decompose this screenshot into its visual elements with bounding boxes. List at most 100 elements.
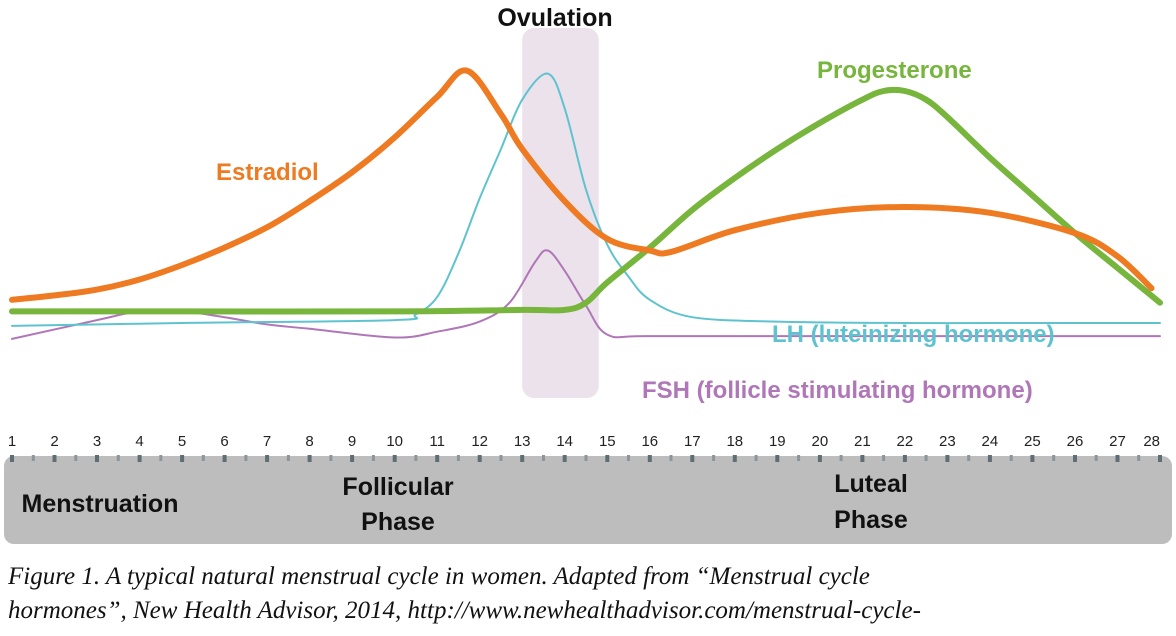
tick-dash [562,455,567,462]
x-tick-label: 22 [897,433,914,450]
tick-dash-minor [584,455,588,461]
tick-dash [10,455,14,462]
x-tick-label: 1 [8,433,16,450]
tick-dash [860,455,865,462]
x-tick-label: 20 [812,433,829,450]
x-tick-label: 23 [939,433,956,450]
x-tick-label: 17 [684,433,701,450]
series-label-estradiol: Estradiol [216,159,319,186]
series-label-progesterone: Progesterone [817,57,972,84]
phase-luteal-label-2: Phase [834,506,908,534]
x-tick-label: 26 [1067,433,1084,450]
tick-dash [605,455,610,462]
tick-dash-minor [201,455,205,461]
x-tick-label: 12 [471,433,488,450]
x-tick-label: 18 [726,433,743,450]
x-tick-label: 28 [1143,433,1160,450]
x-tick-label: 16 [641,433,658,450]
tick-dash-minor [754,455,758,461]
tick-dash [477,455,482,462]
series-layer [9,67,1163,340]
x-tick-label: 15 [599,433,616,450]
tick-dash [817,455,822,462]
x-tick-label: 7 [263,433,271,450]
tick-dash [1115,455,1120,462]
tick-dash-minor [116,455,120,461]
x-tick-label: 8 [305,433,313,450]
x-tick-label: 6 [220,433,228,450]
x-tick-label: 10 [386,433,403,450]
tick-dash [435,455,440,462]
phase-menstruation-label: Menstruation [22,490,179,518]
tick-dash-minor [839,455,843,461]
x-tick-label: 13 [514,433,531,450]
series-line-progesterone [9,86,1163,315]
tick-dash [732,455,737,462]
tick-dash-minor [669,455,673,461]
tick-dash-minor [542,455,545,461]
x-tick-label: 25 [1024,433,1041,450]
series-label-fsh: FSH (follicle stimulating hormone) [642,377,1033,404]
phase-follicular-label-2: Phase [361,508,435,536]
tick-dash [987,455,992,462]
tick-dash [690,455,695,462]
tick-dash-minor [159,455,163,461]
tick-dash-minor [31,455,35,461]
phase-bar [4,456,1172,544]
tick-dash [1073,455,1077,462]
x-tick-label: 11 [429,433,445,450]
ovulation-label: Ovulation [497,4,612,32]
tick-dash [1030,455,1035,462]
tick-dash-minor [1052,455,1056,461]
phase-bar-dashes [10,455,1162,462]
tick-dash-minor [924,455,928,461]
tick-dash [95,455,99,462]
tick-dash-minor [1137,455,1141,461]
tick-dash [520,455,525,462]
tick-dash-minor [286,455,290,461]
tick-dash [775,455,780,462]
series-line-lh [11,72,1161,327]
tick-dash [350,455,355,462]
tick-dash [222,455,227,462]
tick-dash-minor [1009,455,1013,461]
caption-line-2: hormones”, New Health Advisor, 2014, htt… [8,597,921,624]
x-axis-ticks: 1 2 3 4 5 6 7 8 9 10 11 12 13 14 15 16 17 18 19 20 21 22 23 24 2… [8,433,1160,450]
x-tick-label: 14 [556,433,573,450]
tick-dash [307,455,312,462]
series-line-estradiol [9,67,1155,303]
phase-follicular-label: Follicular [342,473,453,501]
tick-dash-minor [712,455,716,461]
tick-dash [945,455,950,462]
tick-dash-minor [627,455,630,461]
tick-dash-minor [882,455,886,461]
tick-dash-minor [456,455,460,461]
tick-dash [647,455,652,462]
tick-dash-minor [74,455,78,461]
x-tick-label: 19 [769,433,786,450]
x-tick-label: 21 [854,433,871,450]
x-tick-label: 3 [93,433,101,450]
x-tick-label: 9 [348,433,356,450]
tick-dash-minor [797,455,801,461]
tick-dash-minor [329,455,333,461]
tick-dash-minor [244,455,248,461]
tick-dash [265,455,270,462]
caption-line-1: Figure 1. A typical natural menstrual cy… [8,563,870,590]
tick-dash [902,455,907,462]
x-tick-label: 2 [50,433,58,450]
x-tick-label: 5 [178,433,186,450]
series-label-lh: LH (luteinizing hormone) [772,321,1055,348]
tick-dash-minor [499,455,503,461]
tick-dash-minor [1094,455,1098,461]
tick-dash-minor [414,455,418,461]
tick-dash [1158,455,1162,462]
figure-caption: Figure 1. A typical natural menstrual cy… [8,560,1176,628]
tick-dash [137,455,142,462]
x-tick-label: 27 [1109,433,1126,450]
tick-dash [52,455,57,462]
phase-luteal-label: Luteal [834,470,908,498]
tick-dash-minor [371,455,375,461]
tick-dash-minor [967,455,971,461]
